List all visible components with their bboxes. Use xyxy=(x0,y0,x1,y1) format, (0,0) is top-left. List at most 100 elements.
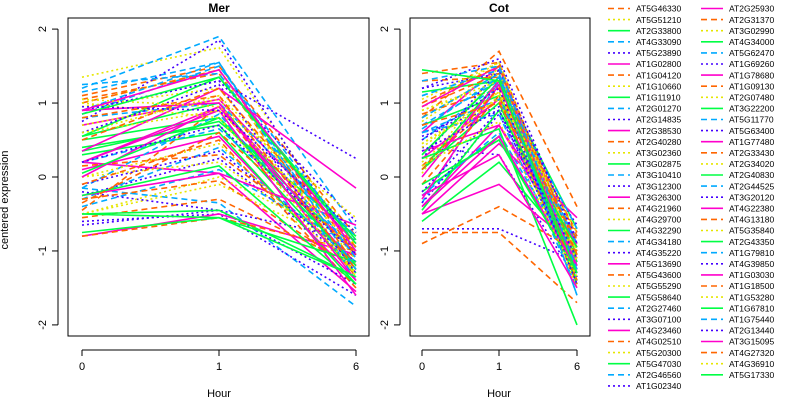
legend-label: AT2G46560 xyxy=(636,370,681,380)
x-tick-label: 0 xyxy=(419,361,425,373)
legend-label: AT5G62470 xyxy=(729,48,774,58)
legend-label: AT1G77480 xyxy=(729,137,774,147)
legend-label: AT1G11910 xyxy=(636,93,681,103)
legend-label: AT1G53280 xyxy=(729,292,774,302)
series-line xyxy=(422,228,578,263)
series-line xyxy=(421,75,578,267)
series-line xyxy=(421,87,578,285)
legend-label: AT4G29700 xyxy=(636,215,681,225)
y-tick-label: 0 xyxy=(37,174,49,180)
legend-label: AT2G14835 xyxy=(636,115,681,125)
series-line xyxy=(421,76,578,237)
legend-label: AT5G63400 xyxy=(729,126,774,136)
legend-label: AT5G23890 xyxy=(636,48,681,58)
legend: AT5G46330AT5G51210AT2G33800AT4G33090AT5G… xyxy=(608,4,774,391)
series-line xyxy=(421,127,578,326)
chart-title: Mer xyxy=(208,1,230,15)
legend-label: AT5G51210 xyxy=(636,15,681,25)
x-axis-label: Hour xyxy=(487,388,511,400)
y-tick-label: -2 xyxy=(379,320,391,330)
legend-label: AT5G17330 xyxy=(729,370,774,380)
legend-label: AT2G07480 xyxy=(729,93,774,103)
chart-title: Cot xyxy=(489,1,509,15)
series-line xyxy=(81,113,357,270)
y-tick-label: -2 xyxy=(37,320,49,330)
series-line xyxy=(81,105,357,267)
legend-label: AT2G25930 xyxy=(729,4,774,14)
series-line xyxy=(81,213,357,256)
legend-label: AT1G04120 xyxy=(636,70,681,80)
legend-label: AT2G40830 xyxy=(729,170,774,180)
series-line xyxy=(421,146,578,281)
legend-label: AT1G02340 xyxy=(636,381,681,391)
x-tick-label: 0 xyxy=(79,361,85,373)
series-line xyxy=(81,105,357,234)
series-line xyxy=(81,216,357,252)
series-line xyxy=(421,102,578,241)
legend-label: AT3G02875 xyxy=(636,159,681,169)
plot-frame xyxy=(409,17,591,337)
series-line xyxy=(81,176,357,245)
series-line xyxy=(81,142,357,274)
legend-label: AT4G34000 xyxy=(729,37,774,47)
legend-label: AT4G35220 xyxy=(636,248,681,258)
legend-label: AT4G39850 xyxy=(729,259,774,269)
legend-label: AT2G44525 xyxy=(729,181,774,191)
legend-label: AT5G35840 xyxy=(729,226,774,236)
legend-label: AT1G67810 xyxy=(729,303,774,313)
legend-label: AT2G13440 xyxy=(729,326,774,336)
series-line xyxy=(81,124,357,256)
y-tick-label: 1 xyxy=(379,100,391,106)
y-tick-label: 1 xyxy=(37,100,49,106)
series-line xyxy=(421,57,578,244)
legend-label: AT3G12300 xyxy=(636,181,681,191)
legend-label: AT5G20300 xyxy=(636,348,681,358)
series-line xyxy=(81,209,357,285)
series-line xyxy=(81,35,357,230)
legend-label: AT5G11770 xyxy=(729,115,774,125)
legend-label: AT4G23460 xyxy=(636,326,681,336)
series-line xyxy=(81,213,357,296)
series-line xyxy=(421,65,578,270)
series-line xyxy=(81,183,357,252)
series-line xyxy=(81,139,357,289)
legend-label: AT4G13180 xyxy=(729,215,774,225)
series-line xyxy=(81,209,357,278)
legend-label: AT3G02990 xyxy=(729,26,774,36)
legend-label: AT1G79810 xyxy=(729,248,774,258)
series-line xyxy=(81,76,357,245)
legend-label: AT1G75440 xyxy=(729,315,774,325)
series-line xyxy=(421,98,578,244)
legend-label: AT1G09130 xyxy=(729,81,774,91)
legend-label: AT2G34020 xyxy=(729,159,774,169)
series-line xyxy=(421,86,578,256)
legend-label: AT2G43350 xyxy=(729,237,774,247)
legend-label: AT2G31370 xyxy=(729,15,774,25)
series-line xyxy=(81,65,357,245)
series-line xyxy=(81,146,357,263)
legend-label: AT4G34180 xyxy=(636,237,681,247)
legend-label: AT4G27320 xyxy=(729,348,774,358)
plot-frame xyxy=(67,17,370,337)
series-line xyxy=(421,50,578,207)
series-line xyxy=(421,72,578,248)
legend-label: AT3G15095 xyxy=(729,337,774,347)
series-line xyxy=(81,116,357,267)
legend-label: AT3G22200 xyxy=(729,104,774,114)
legend-label: AT3G02360 xyxy=(636,148,681,158)
y-tick-label: 2 xyxy=(37,26,49,32)
series-line xyxy=(421,72,578,296)
series-line xyxy=(81,165,357,285)
series-line xyxy=(81,168,357,248)
legend-label: AT4G36910 xyxy=(729,359,774,369)
y-tick-label: -1 xyxy=(379,246,391,256)
series-line xyxy=(81,161,357,259)
series-line xyxy=(421,61,578,256)
legend-label: AT4G21960 xyxy=(636,204,681,214)
series-line xyxy=(421,79,578,230)
legend-label: AT1G78680 xyxy=(729,70,774,80)
legend-label: AT1G02800 xyxy=(636,59,681,69)
series-line xyxy=(81,109,357,248)
legend-label: AT4G32290 xyxy=(636,226,681,236)
